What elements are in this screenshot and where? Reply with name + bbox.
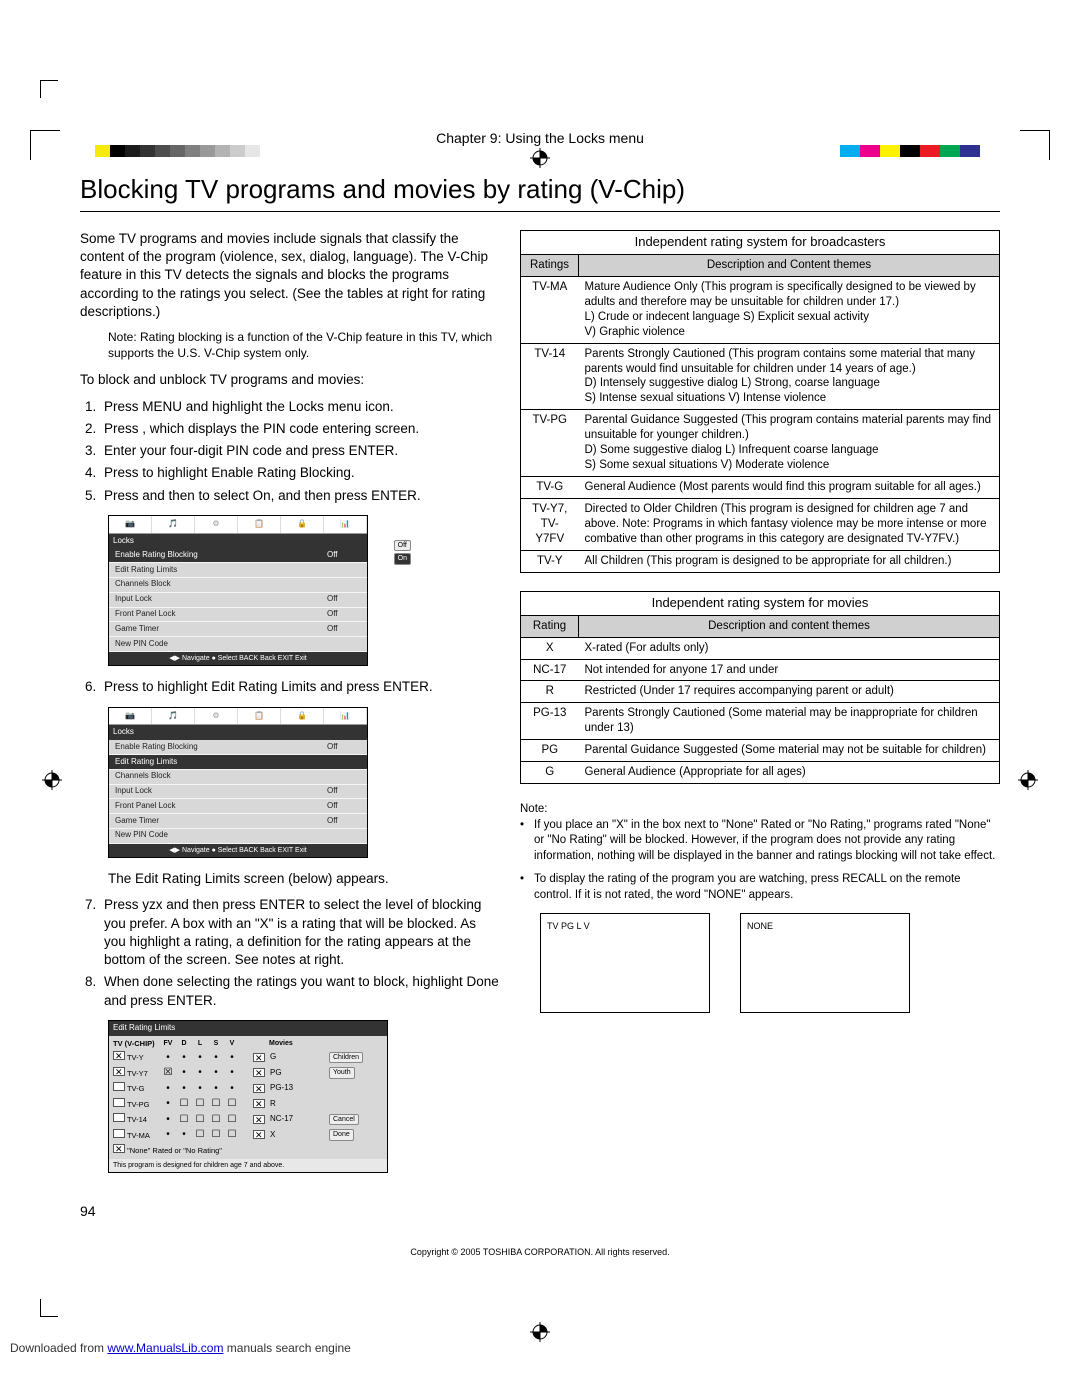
page-number: 94 — [80, 1203, 1000, 1219]
step-8: When done selecting the ratings you want… — [100, 973, 500, 1009]
step-item: Enter your four-digit PIN code and press… — [100, 442, 500, 460]
after-menu2-text: The Edit Rating Limits screen (below) ap… — [108, 870, 500, 888]
locks-menu-screenshot-1: 📷🎵⚙📋🔒📊LocksEnable Rating BlockingOffEdit… — [108, 515, 368, 667]
subheading-block: To block and unblock TV programs and mov… — [80, 371, 500, 389]
copyright-text: Copyright © 2005 TOSHIBA CORPORATION. Al… — [80, 1247, 1000, 1257]
notes-list: •If you place an "X" in the box next to … — [520, 818, 1000, 904]
note-item: •To display the rating of the program yo… — [520, 872, 1000, 903]
step-item: Press and then to select On, and then pr… — [100, 487, 500, 505]
locks-menu-screenshot-2: 📷🎵⚙📋🔒📊LocksEnable Rating BlockingOffEdit… — [108, 707, 368, 859]
broadcaster-rating-table: Independent rating system for broadcaste… — [520, 230, 1000, 573]
step-6: Press to highlight Edit Rating Limits an… — [100, 678, 500, 696]
note-item: •If you place an "X" in the box next to … — [520, 818, 1000, 865]
intro-paragraph: Some TV programs and movies include sign… — [80, 230, 500, 321]
left-column: Some TV programs and movies include sign… — [80, 230, 500, 1173]
chapter-title: Chapter 9: Using the Locks menu — [80, 130, 1000, 146]
download-link[interactable]: www.ManualsLib.com — [107, 1341, 223, 1355]
registration-mark-right — [1018, 770, 1038, 795]
vchip-note: Note: Rating blocking is a function of t… — [108, 329, 500, 361]
registration-mark-left — [42, 770, 62, 795]
registration-mark-bottom — [530, 1322, 550, 1347]
steps-list-2: Press to highlight Edit Rating Limits an… — [100, 678, 500, 696]
step-item: Press to highlight Enable Rating Blockin… — [100, 464, 500, 482]
step-7: Press yzx and then press ENTER to select… — [100, 896, 500, 969]
notes-heading: Note: — [520, 802, 1000, 818]
movie-rating-table: Independent rating system for moviesRati… — [520, 591, 1000, 784]
page-content: Chapter 9: Using the Locks menu Blocking… — [80, 100, 1000, 1297]
rating-osd-box-2: NONE — [740, 913, 910, 1013]
rating-osd-box-1: TV PG L V — [540, 913, 710, 1013]
step-item: Press MENU and highlight the Locks menu … — [100, 398, 500, 416]
right-column: Independent rating system for broadcaste… — [520, 230, 1000, 1173]
steps-list-3: Press yzx and then press ENTER to select… — [100, 896, 500, 1009]
download-post: manuals search engine — [223, 1341, 350, 1355]
steps-list-1: Press MENU and highlight the Locks menu … — [100, 398, 500, 505]
download-pre: Downloaded from — [10, 1341, 107, 1355]
step-item: Press , which displays the PIN code ente… — [100, 420, 500, 438]
edit-rating-limits-screenshot: Edit Rating LimitsTV (V-CHIP)FVDLSVMovie… — [108, 1020, 388, 1173]
page-title: Blocking TV programs and movies by ratin… — [80, 174, 1000, 212]
notes-section: Note: •If you place an "X" in the box ne… — [520, 802, 1000, 1013]
